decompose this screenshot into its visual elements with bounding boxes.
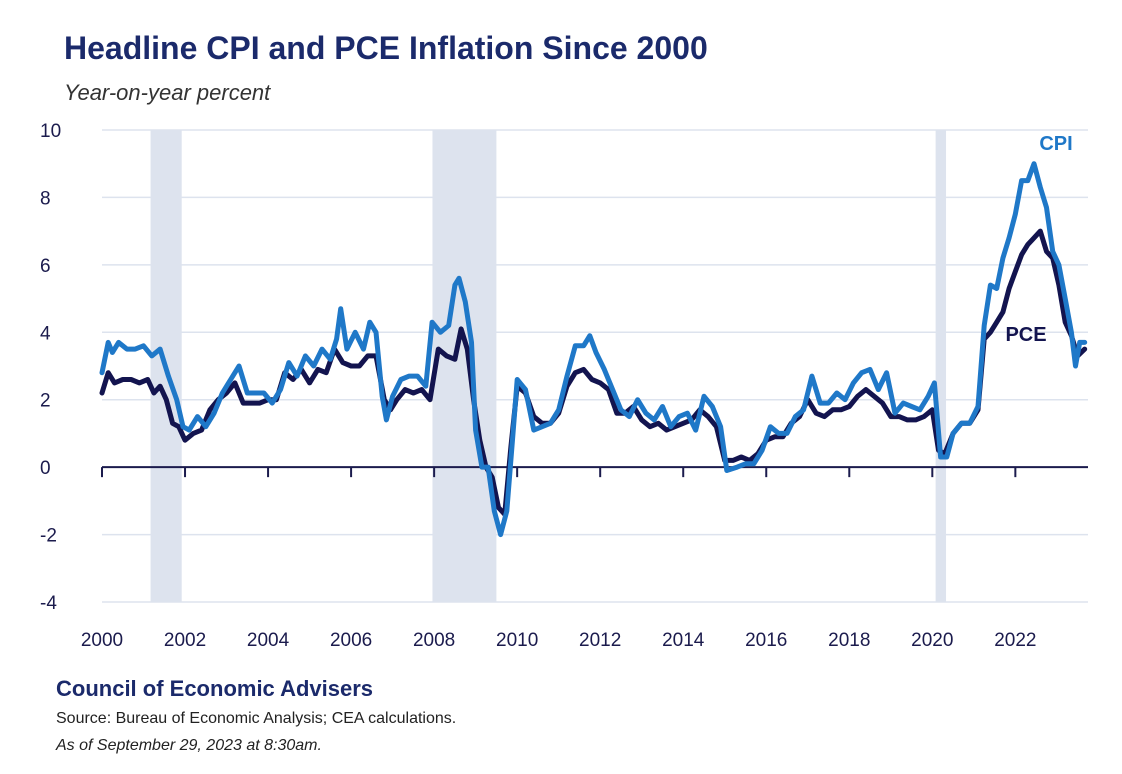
y-tick-label: -2: [40, 526, 57, 547]
y-tick-label: 10: [40, 121, 61, 142]
x-tick-label: 2000: [81, 630, 123, 651]
footer-source: Source: Bureau of Economic Analysis; CEA…: [56, 710, 457, 727]
inflation-chart: -4 -2 0 2 4 6 8 10 2000 2002 2004 2006 2008 2010 2012…: [40, 121, 1088, 651]
x-tick-label: 2012: [579, 630, 621, 651]
x-tick-label: 2014: [662, 630, 705, 651]
chart-subtitle: Year-on-year percent: [64, 80, 271, 105]
y-tick-label: -4: [40, 593, 57, 614]
series-lines-group: [99, 161, 1088, 538]
x-tick-label: 2010: [496, 630, 538, 651]
chart-title: Headline CPI and PCE Inflation Since 200…: [64, 30, 708, 66]
x-tick-label: 2016: [745, 630, 787, 651]
y-tick-label: 8: [40, 188, 51, 209]
x-tick-label: 2008: [413, 630, 455, 651]
recession-band-3: [935, 130, 947, 602]
x-tick-label: 2022: [994, 630, 1036, 651]
series-label-cpi: CPI: [1039, 133, 1072, 155]
x-tick-label: 2020: [911, 630, 953, 651]
x-tick-label: 2004: [247, 630, 290, 651]
y-tick-label: 2: [40, 391, 51, 412]
series-label-pce: PCE: [1005, 324, 1046, 346]
y-axis-ticks: -4 -2 0 2 4 6 8 10: [40, 121, 61, 614]
series-labels-group: CPI PCE: [1005, 133, 1072, 346]
x-tick-label: 2006: [330, 630, 372, 651]
x-tick-label: 2002: [164, 630, 206, 651]
series-line-cpi: [99, 161, 1088, 538]
x-tick-label: 2018: [828, 630, 870, 651]
y-tick-label: 0: [40, 458, 51, 479]
recession-band-2: [432, 130, 497, 602]
y-tick-label: 6: [40, 256, 51, 277]
footer-organization: Council of Economic Advisers: [56, 676, 374, 701]
recession-shading-group: [150, 130, 947, 602]
x-axis-ticks: 2000 2002 2004 2006 2008 2010 2012 2014 2016 2018…: [81, 630, 1037, 651]
footer-as-of: As of September 29, 2023 at 8:30am.: [56, 737, 322, 754]
y-tick-label: 4: [40, 323, 51, 344]
zero-axis-group: [101, 466, 1088, 478]
